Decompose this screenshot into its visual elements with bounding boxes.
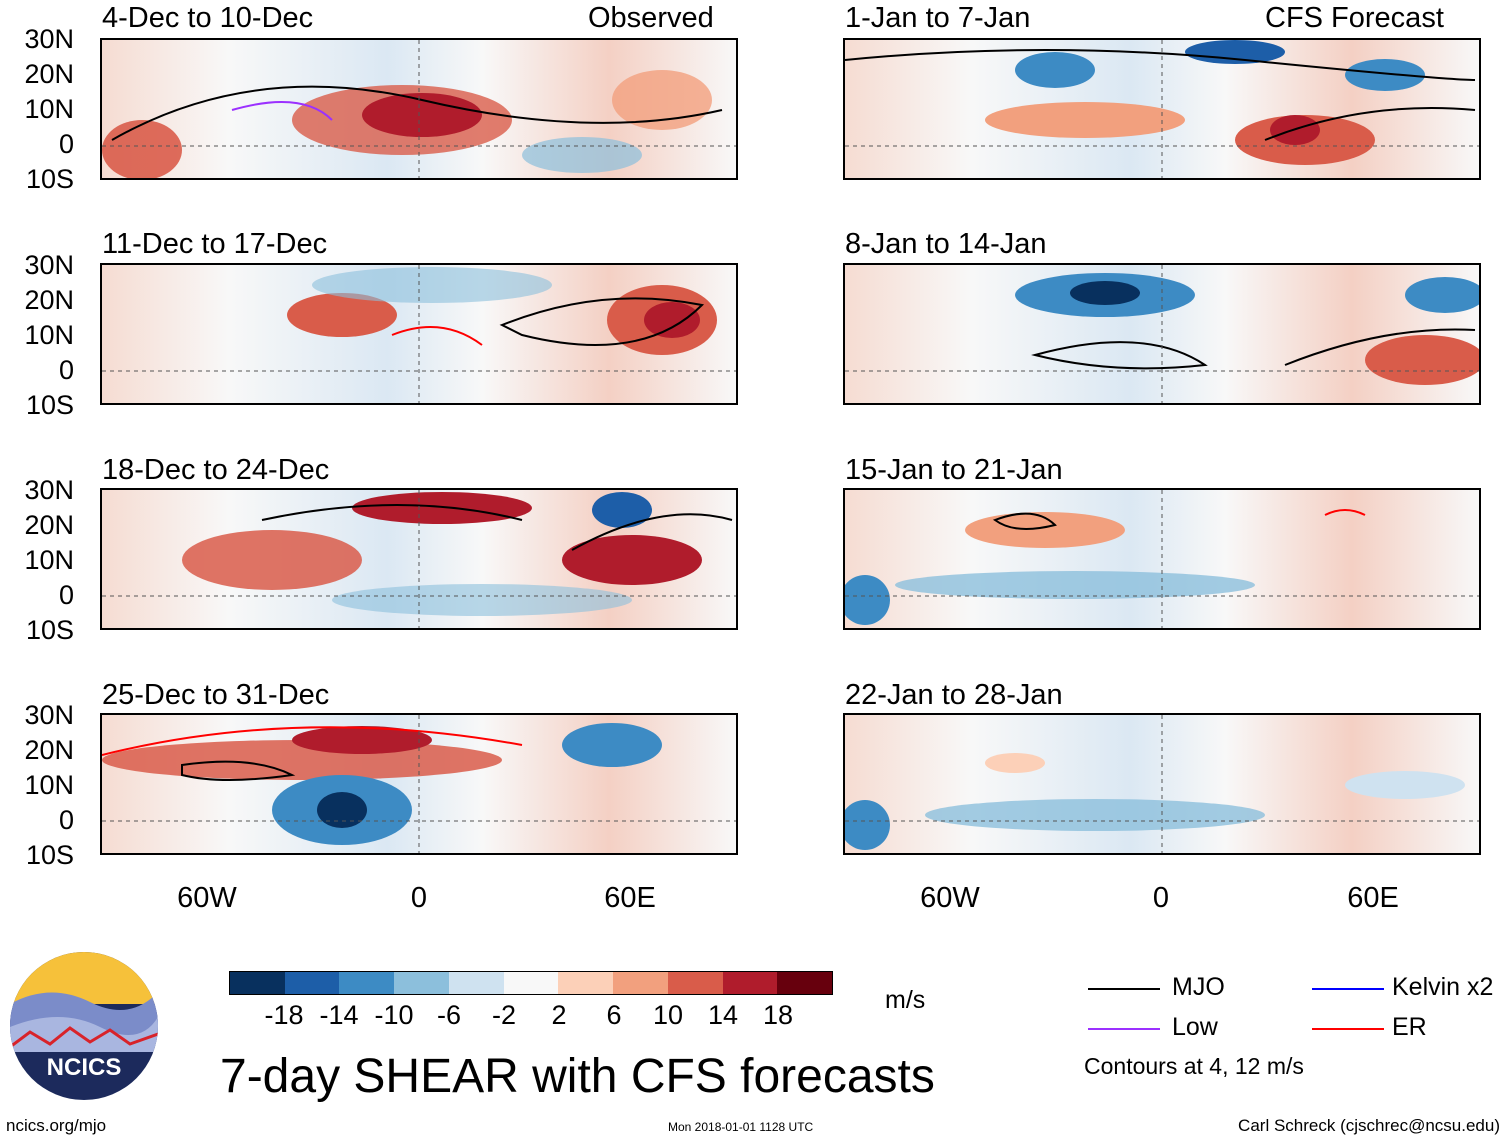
colorbar-label: 6 (606, 1000, 622, 1030)
ylabel-eq: 0 (58, 129, 74, 159)
map-layer (102, 715, 736, 853)
map-panel-obs-2 (100, 263, 738, 405)
panel-title-fc-1: 1-Jan to 7-Jan (845, 2, 1031, 34)
colorbar-swatch (448, 972, 504, 994)
colorbar-label: -6 (436, 1000, 461, 1030)
ylabel-10s: 10S (25, 615, 74, 645)
ncics-logo: NCICS (10, 952, 158, 1100)
colorbar-label: 14 (707, 1000, 739, 1030)
colorbar-swatch (613, 972, 668, 994)
colorbar-swatch (503, 972, 559, 994)
map-layer (102, 40, 736, 178)
ylabel-30n: 30N (24, 700, 74, 730)
map-panel-obs-1 (100, 38, 738, 180)
ylabel-10n: 10N (24, 94, 74, 124)
main-title: 7-day SHEAR with CFS forecasts (220, 1050, 935, 1103)
legend-line-low (1088, 1028, 1160, 1030)
ylabel-eq: 0 (58, 805, 74, 835)
ylabel-10s: 10S (25, 840, 74, 870)
map-layer (845, 265, 1479, 403)
colorbar-label: 10 (652, 1000, 684, 1030)
legend-note: Contours at 4, 12 m/s (1084, 1053, 1304, 1079)
legend-line-er (1312, 1028, 1384, 1030)
ylabel-10n: 10N (24, 770, 74, 800)
panel-title-obs-1: 4-Dec to 10-Dec (102, 2, 314, 34)
colorbar-swatch (722, 972, 778, 994)
legend-label-kelvin: Kelvin x2 (1392, 973, 1494, 1001)
panel-title-obs-3: 18-Dec to 24-Dec (102, 454, 330, 486)
colorbar (229, 971, 833, 995)
legend-label-er: ER (1392, 1013, 1427, 1041)
ylabel-20n: 20N (24, 285, 74, 315)
ylabel-10s: 10S (25, 390, 74, 420)
ylabel-eq: 0 (58, 355, 74, 385)
map-panel-fc-1 (843, 38, 1481, 180)
colorbar-swatch (558, 972, 614, 994)
panel-title-obs-2: 11-Dec to 17-Dec (102, 228, 328, 260)
legend-label-mjo: MJO (1172, 973, 1225, 1001)
xlabel-60e: 60E (1347, 882, 1399, 914)
colorbar-label: 2 (551, 1000, 567, 1030)
legend-label-low: Low (1172, 1013, 1218, 1041)
ylabel-10s: 10S (25, 164, 74, 194)
panel-title-fc-3: 15-Jan to 21-Jan (845, 454, 1063, 486)
ylabel-30n: 30N (24, 475, 74, 505)
xlabel-60w: 60W (920, 882, 980, 914)
map-layer (845, 715, 1479, 853)
xlabel-0: 0 (410, 882, 428, 914)
xlabel-60e: 60E (604, 882, 656, 914)
colorbar-units: m/s (885, 986, 926, 1014)
map-panel-fc-3 (843, 488, 1481, 630)
ylabel-10n: 10N (24, 545, 74, 575)
map-panel-obs-3 (100, 488, 738, 630)
colorbar-swatch (339, 972, 395, 994)
observed-label: Observed (588, 2, 714, 34)
xlabel-60w: 60W (177, 882, 237, 914)
colorbar-label: 18 (762, 1000, 794, 1030)
map-panel-obs-4 (100, 713, 738, 855)
forecast-label: CFS Forecast (1265, 2, 1444, 34)
map-panel-fc-4 (843, 713, 1481, 855)
colorbar-label: -14 (319, 1000, 359, 1030)
map-panel-fc-2 (843, 263, 1481, 405)
panel-title-fc-4: 22-Jan to 28-Jan (845, 679, 1063, 711)
colorbar-label: -10 (374, 1000, 414, 1030)
ylabel-30n: 30N (24, 250, 74, 280)
footer-url[interactable]: ncics.org/mjo (6, 1116, 107, 1135)
panel-title-obs-4: 25-Dec to 31-Dec (102, 679, 330, 711)
colorbar-label: -2 (491, 1000, 516, 1030)
ylabel-eq: 0 (58, 580, 74, 610)
legend-line-kelvin (1312, 988, 1384, 990)
xlabel-0: 0 (1152, 882, 1170, 914)
colorbar-swatch (777, 972, 833, 994)
map-layer (102, 265, 736, 403)
ylabel-30n: 30N (24, 24, 74, 54)
legend-line-mjo (1088, 988, 1160, 990)
ylabel-20n: 20N (24, 735, 74, 765)
colorbar-label: -18 (264, 1000, 304, 1030)
ylabel-10n: 10N (24, 320, 74, 350)
colorbar-swatch (667, 972, 723, 994)
map-layer (102, 490, 736, 628)
logo-text: NCICS (46, 1054, 122, 1081)
panel-title-fc-2: 8-Jan to 14-Jan (845, 228, 1047, 260)
colorbar-swatch (230, 972, 285, 994)
colorbar-swatch (284, 972, 340, 994)
colorbar-swatch (394, 972, 449, 994)
footer-timestamp: Mon 2018-01-01 1128 UTC (668, 1120, 814, 1134)
ylabel-20n: 20N (24, 510, 74, 540)
ylabel-20n: 20N (24, 59, 74, 89)
map-layer (845, 40, 1479, 178)
map-layer (845, 490, 1479, 628)
footer-author: Carl Schreck (cjschrec@ncsu.edu) (1238, 1116, 1500, 1135)
